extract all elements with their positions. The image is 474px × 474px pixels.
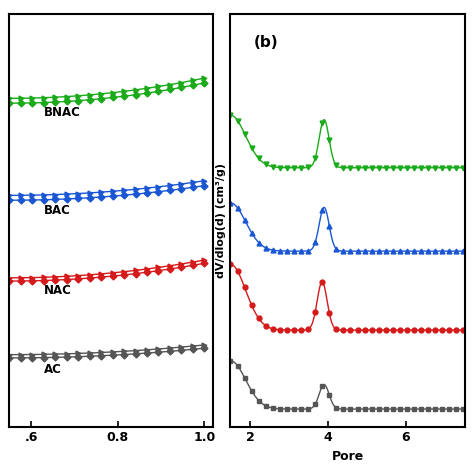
Y-axis label: dV/dlog(d) (cm³/g): dV/dlog(d) (cm³/g) — [216, 163, 226, 278]
Text: BNAC: BNAC — [44, 106, 81, 119]
X-axis label: Pore: Pore — [331, 450, 364, 463]
Text: BAC: BAC — [44, 204, 71, 218]
Text: NAC: NAC — [44, 284, 72, 297]
Text: AC: AC — [44, 363, 62, 376]
Text: (b): (b) — [254, 35, 279, 50]
